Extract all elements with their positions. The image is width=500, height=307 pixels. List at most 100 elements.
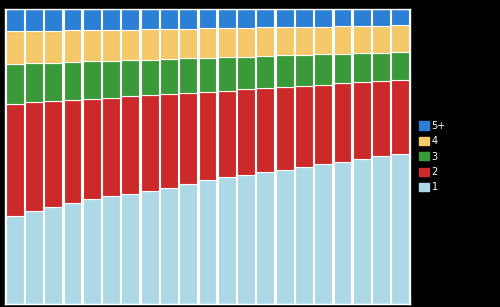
Bar xyxy=(64,30,82,62)
Bar xyxy=(198,58,216,92)
Bar xyxy=(353,26,370,53)
Bar xyxy=(160,9,178,29)
Bar xyxy=(25,9,43,31)
Bar xyxy=(122,194,139,304)
Bar xyxy=(25,212,43,304)
Bar xyxy=(198,9,216,28)
Bar xyxy=(256,172,274,304)
Bar xyxy=(64,203,82,304)
Bar xyxy=(44,9,62,31)
Bar xyxy=(44,207,62,304)
Bar xyxy=(6,9,24,31)
Bar xyxy=(295,27,313,55)
Bar xyxy=(6,64,24,103)
Bar xyxy=(102,9,120,30)
Bar xyxy=(141,9,158,29)
Bar xyxy=(353,53,370,82)
Bar xyxy=(180,58,197,93)
Bar xyxy=(25,31,43,63)
Bar xyxy=(6,103,24,216)
Bar xyxy=(295,86,313,167)
Bar xyxy=(392,25,409,52)
Bar xyxy=(160,188,178,304)
Bar xyxy=(276,169,293,304)
Bar xyxy=(392,80,409,154)
Bar xyxy=(83,199,100,304)
Bar xyxy=(160,29,178,59)
Bar xyxy=(334,26,351,54)
Bar xyxy=(122,9,139,29)
Bar xyxy=(256,56,274,88)
Bar xyxy=(334,84,351,161)
Bar xyxy=(334,54,351,84)
Bar xyxy=(353,159,370,304)
Bar xyxy=(64,100,82,203)
Bar xyxy=(276,56,293,87)
Bar xyxy=(122,96,139,194)
Bar xyxy=(180,29,197,58)
Bar xyxy=(372,9,390,26)
Bar xyxy=(353,9,370,26)
Bar xyxy=(64,9,82,30)
Bar xyxy=(334,161,351,304)
Bar xyxy=(102,98,120,196)
Bar xyxy=(122,29,139,60)
Bar xyxy=(295,55,313,86)
Bar xyxy=(83,9,100,30)
Bar xyxy=(6,216,24,304)
Bar xyxy=(372,81,390,156)
Bar xyxy=(180,184,197,304)
Bar xyxy=(198,92,216,180)
Bar xyxy=(180,93,197,184)
Bar xyxy=(295,167,313,304)
Bar xyxy=(6,31,24,64)
Bar xyxy=(372,26,390,52)
Bar xyxy=(141,60,158,95)
Bar xyxy=(314,54,332,85)
Bar xyxy=(122,60,139,96)
Bar xyxy=(276,27,293,56)
Bar xyxy=(44,63,62,101)
Bar xyxy=(83,61,100,99)
Bar xyxy=(102,30,120,61)
Bar xyxy=(256,28,274,56)
Bar xyxy=(160,59,178,94)
Bar xyxy=(237,89,255,175)
Bar xyxy=(160,94,178,188)
Bar xyxy=(218,57,236,91)
Bar xyxy=(141,95,158,191)
Bar xyxy=(314,85,332,164)
Bar xyxy=(102,196,120,304)
Bar xyxy=(295,9,313,27)
Bar xyxy=(314,27,332,54)
Bar xyxy=(276,87,293,169)
Bar xyxy=(237,9,255,28)
Bar xyxy=(334,9,351,26)
Bar xyxy=(372,156,390,304)
Bar xyxy=(198,180,216,304)
Bar xyxy=(237,57,255,89)
Bar xyxy=(353,82,370,159)
Bar xyxy=(218,177,236,304)
Bar xyxy=(256,88,274,172)
Bar xyxy=(392,9,409,25)
Bar xyxy=(372,52,390,81)
Bar xyxy=(198,28,216,58)
Bar xyxy=(25,102,43,212)
Bar xyxy=(25,63,43,102)
Bar xyxy=(83,99,100,199)
Bar xyxy=(44,31,62,63)
Bar xyxy=(64,62,82,100)
Bar xyxy=(83,30,100,61)
Bar xyxy=(237,28,255,57)
Bar xyxy=(141,191,158,304)
Bar xyxy=(141,29,158,60)
Legend: 5+, 4, 3, 2, 1: 5+, 4, 3, 2, 1 xyxy=(419,121,446,192)
Bar xyxy=(314,9,332,27)
Bar xyxy=(218,9,236,28)
Bar xyxy=(392,52,409,80)
Bar xyxy=(314,164,332,304)
Bar xyxy=(102,61,120,98)
Bar xyxy=(180,9,197,29)
Bar xyxy=(218,91,236,177)
